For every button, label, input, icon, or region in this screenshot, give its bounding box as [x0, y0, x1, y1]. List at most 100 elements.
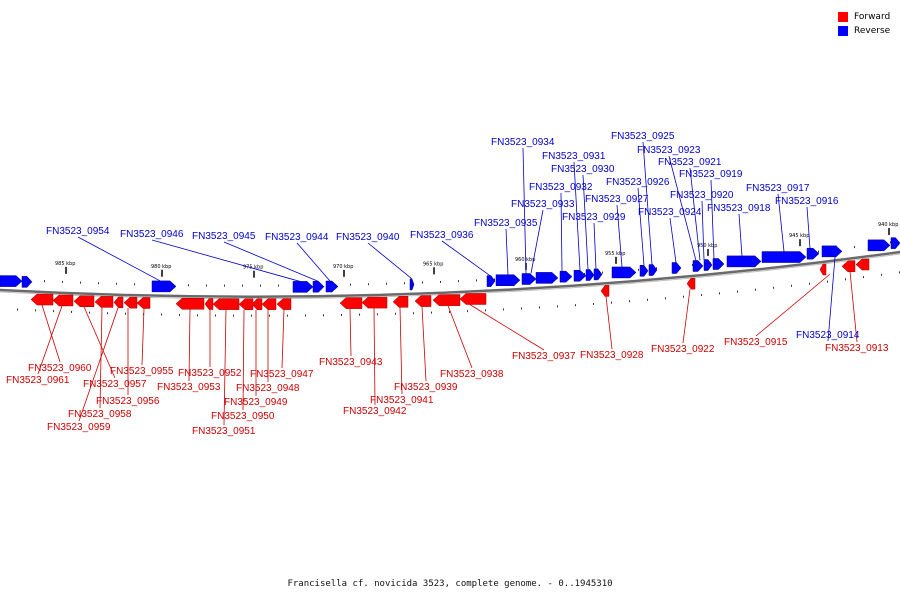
reverse-gene [521, 273, 537, 285]
label-leader [560, 192, 563, 272]
label-leader [441, 240, 491, 276]
forward-gene [432, 294, 461, 306]
gene-label: FN3523_0934 [491, 137, 555, 148]
legend-forward-label: Forward [854, 12, 891, 22]
forward-gene [123, 296, 138, 309]
gene-label: FN3523_0955 [110, 366, 174, 377]
minor-tick [359, 313, 360, 316]
forward-gene [841, 260, 856, 273]
minor-tick [35, 309, 36, 312]
label-leader [296, 242, 331, 282]
forward-gene [261, 298, 277, 310]
gene-label: FN3523_0915 [724, 337, 788, 348]
forward-gene [819, 263, 827, 276]
label-leader [738, 213, 743, 257]
minor-tick [377, 313, 378, 316]
label-leader [689, 167, 701, 261]
gene-label: FN3523_0948 [236, 383, 300, 394]
minor-tick [341, 314, 342, 317]
minor-tick [71, 310, 72, 313]
gene-label: FN3523_0940 [336, 232, 400, 243]
label-leader [223, 309, 227, 426]
genome-backbone [0, 250, 900, 298]
label-leader [668, 155, 697, 261]
label-leader [83, 306, 116, 379]
tick-label: 970 kbp [333, 264, 353, 270]
forward-gene [600, 285, 610, 297]
minor-tick [485, 309, 486, 312]
gene-label: FN3523_0946 [120, 229, 184, 240]
minor-tick [539, 306, 540, 309]
gene-label: FN3523_0939 [394, 382, 458, 393]
reverse-gene [325, 280, 339, 293]
minor-tick [575, 304, 576, 307]
minor-tick [476, 279, 477, 282]
forward-gene [52, 294, 74, 307]
gene-label: FN3523_0930 [551, 164, 615, 175]
forward-gene [204, 298, 214, 310]
legend-reverse-label: Reverse [854, 26, 891, 36]
minor-tick [242, 284, 243, 287]
reverse-gene [806, 247, 820, 260]
minor-tick [845, 278, 846, 281]
reverse-gene [409, 278, 415, 291]
gene-label: FN3523_0949 [224, 397, 288, 408]
tick-label: 965 kbp [423, 261, 443, 267]
legend: Forward Reverse [838, 10, 890, 38]
reverse-swatch [838, 26, 848, 36]
gene-label: FN3523_0914 [796, 330, 860, 341]
gene-label: FN3523_0954 [46, 226, 110, 237]
minor-tick [116, 282, 117, 285]
reverse-gene [726, 255, 762, 268]
reverse-gene [312, 280, 325, 293]
minor-tick [80, 281, 81, 284]
gene-label: FN3523_0935 [474, 218, 538, 229]
minor-tick [494, 278, 495, 281]
minor-tick [854, 246, 855, 249]
gene-label: FN3523_0920 [670, 190, 734, 201]
minor-tick [305, 314, 306, 317]
gene-label: FN3523_0953 [157, 382, 221, 393]
forward-swatch [838, 12, 848, 22]
minor-tick [449, 310, 450, 313]
label-leader [399, 307, 403, 395]
minor-tick [890, 241, 891, 244]
gene-label: FN3523_0917 [746, 183, 810, 194]
gene-label: FN3523_0947 [250, 369, 314, 380]
reverse-gene [867, 239, 891, 252]
reverse-gene [703, 259, 713, 271]
label-leader [469, 304, 545, 351]
reverse-gene [761, 251, 807, 263]
gene-label: FN3523_0945 [192, 231, 256, 242]
minor-tick [665, 297, 666, 300]
gene-label: FN3523_0924 [638, 207, 702, 218]
minor-tick [188, 284, 189, 287]
forward-gene [30, 293, 54, 306]
forward-gene [94, 296, 114, 308]
tick-label: 940 kbp [878, 222, 898, 228]
forward-gene [855, 258, 870, 271]
minor-tick [368, 283, 369, 286]
forward-gene [361, 296, 388, 309]
reverse-gene [648, 264, 658, 276]
forward-gene [459, 293, 487, 305]
gene-label: FN3523_0957 [83, 379, 147, 390]
minor-tick [611, 301, 612, 304]
gene-label: FN3523_0926 [606, 177, 670, 188]
gene-label: FN3523_0931 [542, 151, 606, 162]
label-leader [522, 147, 527, 274]
minor-tick [215, 314, 216, 317]
tick-label: 975 kbp [243, 265, 263, 271]
label-leader [616, 204, 623, 268]
gene-label: FN3523_0944 [265, 232, 329, 243]
forward-gene [392, 296, 409, 308]
minor-tick [179, 313, 180, 316]
label-leader [349, 308, 352, 357]
genome-caption: Francisella cf. novicida 3523, complete … [287, 579, 613, 589]
reverse-gene [573, 269, 587, 282]
reverse-gene [495, 274, 521, 286]
forward-gene [175, 298, 205, 310]
label-leader [573, 161, 581, 271]
tick-label: 945 kbp [789, 233, 809, 239]
gene-label: FN3523_0923 [637, 145, 701, 156]
